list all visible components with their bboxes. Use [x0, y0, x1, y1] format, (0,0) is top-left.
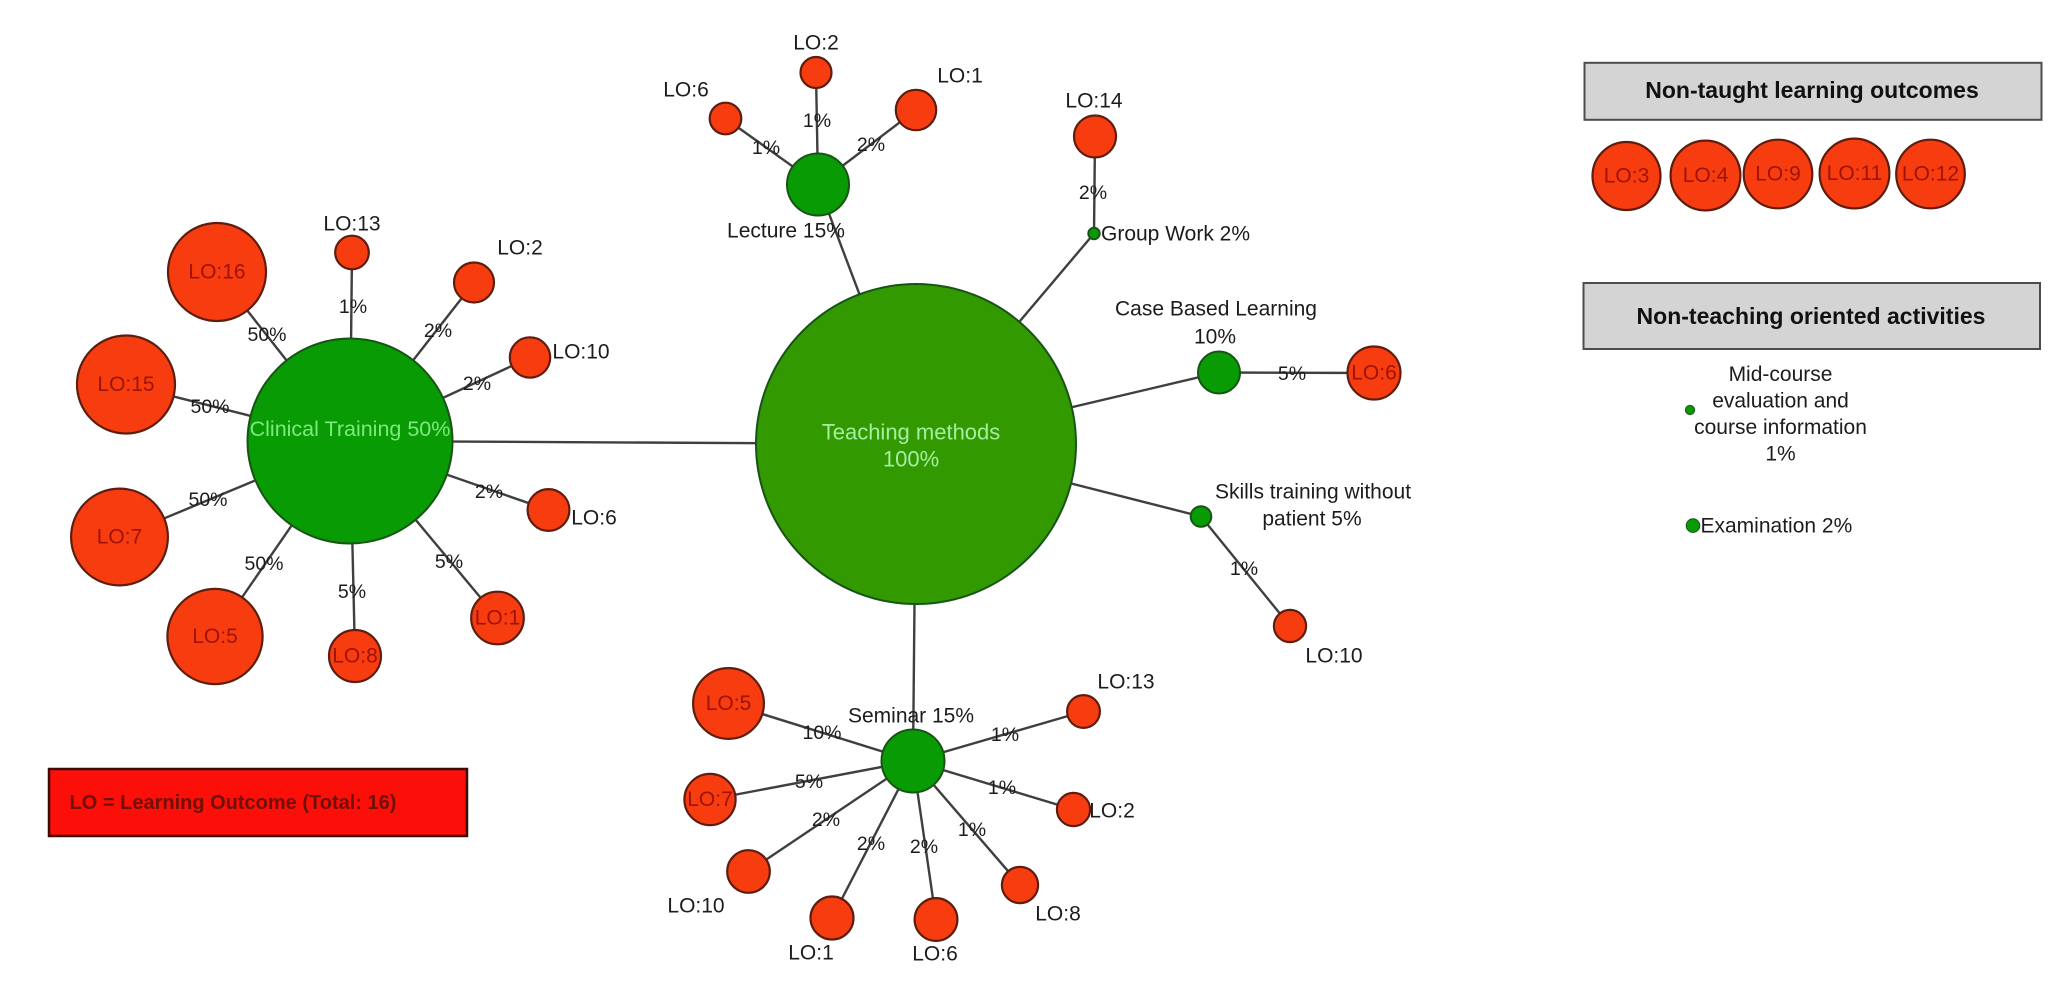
svg-text:LO:14: LO:14: [1065, 90, 1123, 113]
svg-text:2%: 2%: [424, 320, 452, 342]
svg-text:2%: 2%: [857, 833, 885, 855]
svg-text:LO:2: LO:2: [497, 237, 543, 260]
svg-text:LO:5: LO:5: [192, 625, 238, 648]
svg-text:LO:6: LO:6: [663, 79, 709, 102]
svg-text:Skills training without: Skills training without: [1215, 481, 1411, 504]
svg-text:LO:12: LO:12: [1902, 163, 1959, 186]
svg-text:Teaching methods: Teaching methods: [822, 420, 1001, 445]
svg-text:LO:10: LO:10: [552, 341, 609, 364]
svg-text:LO:4: LO:4: [1683, 164, 1729, 187]
svg-text:50%: 50%: [247, 324, 286, 346]
svg-text:1%: 1%: [988, 777, 1016, 799]
svg-text:evaluation and: evaluation and: [1712, 389, 1849, 412]
svg-text:Non-teaching oriented activiti: Non-teaching oriented activities: [1637, 303, 1986, 329]
svg-text:course information: course information: [1694, 416, 1867, 439]
svg-text:LO = Learning Outcome (Total:: LO = Learning Outcome (Total: 16): [70, 792, 397, 814]
svg-text:LO:16: LO:16: [188, 261, 245, 284]
svg-text:50%: 50%: [190, 396, 229, 418]
svg-text:5%: 5%: [1278, 363, 1306, 385]
svg-text:Examination 2%: Examination 2%: [1701, 515, 1853, 538]
svg-text:1%: 1%: [1765, 443, 1795, 466]
svg-text:2%: 2%: [463, 373, 491, 395]
svg-text:2%: 2%: [910, 836, 938, 858]
svg-text:2%: 2%: [1079, 182, 1107, 204]
svg-text:2%: 2%: [475, 481, 503, 503]
svg-text:LO:8: LO:8: [332, 645, 378, 668]
svg-text:Non-taught learning outcomes: Non-taught learning outcomes: [1645, 77, 1979, 103]
svg-text:5%: 5%: [338, 581, 366, 603]
svg-text:LO:6: LO:6: [1351, 362, 1397, 385]
svg-text:5%: 5%: [435, 551, 463, 573]
svg-text:50%: 50%: [244, 553, 283, 575]
svg-text:LO:2: LO:2: [1089, 800, 1135, 823]
svg-text:50%: 50%: [188, 489, 227, 511]
svg-text:LO:13: LO:13: [1097, 671, 1154, 694]
svg-text:1%: 1%: [1230, 558, 1258, 580]
svg-text:LO:5: LO:5: [706, 692, 752, 715]
svg-text:LO:3: LO:3: [1604, 165, 1650, 188]
svg-text:LO:15: LO:15: [97, 373, 154, 396]
svg-text:2%: 2%: [812, 809, 840, 831]
svg-text:Seminar 15%: Seminar 15%: [848, 705, 974, 728]
svg-text:LO:10: LO:10: [1305, 645, 1362, 668]
svg-text:LO:1: LO:1: [475, 607, 521, 630]
svg-text:Group Work 2%: Group Work 2%: [1101, 223, 1250, 246]
svg-text:LO:10: LO:10: [667, 895, 724, 918]
svg-text:LO:13: LO:13: [323, 213, 380, 236]
svg-text:2%: 2%: [857, 134, 885, 156]
svg-text:Mid-course: Mid-course: [1729, 363, 1833, 386]
svg-text:1%: 1%: [752, 137, 780, 159]
svg-text:patient 5%: patient 5%: [1262, 508, 1361, 531]
svg-text:LO:9: LO:9: [1755, 163, 1801, 186]
svg-text:LO:2: LO:2: [793, 32, 839, 55]
svg-text:1%: 1%: [958, 819, 986, 841]
svg-text:LO:6: LO:6: [912, 943, 958, 966]
svg-text:Case Based Learning: Case Based Learning: [1115, 298, 1317, 321]
svg-text:Clinical Training 50%: Clinical Training 50%: [250, 417, 451, 441]
svg-text:100%: 100%: [883, 447, 939, 472]
svg-text:Lecture 15%: Lecture 15%: [727, 220, 845, 243]
svg-text:LO:6: LO:6: [571, 507, 617, 530]
svg-text:1%: 1%: [991, 724, 1019, 746]
svg-text:LO:7: LO:7: [687, 788, 733, 811]
svg-text:LO:1: LO:1: [788, 942, 834, 965]
svg-text:1%: 1%: [803, 110, 831, 132]
svg-text:5%: 5%: [795, 771, 823, 793]
svg-text:LO:11: LO:11: [1827, 162, 1883, 185]
svg-text:1%: 1%: [339, 296, 367, 318]
svg-text:10%: 10%: [1194, 326, 1236, 349]
svg-text:LO:1: LO:1: [937, 65, 983, 88]
svg-text:LO:7: LO:7: [97, 526, 143, 549]
svg-text:LO:8: LO:8: [1035, 903, 1081, 926]
svg-text:10%: 10%: [802, 722, 841, 744]
